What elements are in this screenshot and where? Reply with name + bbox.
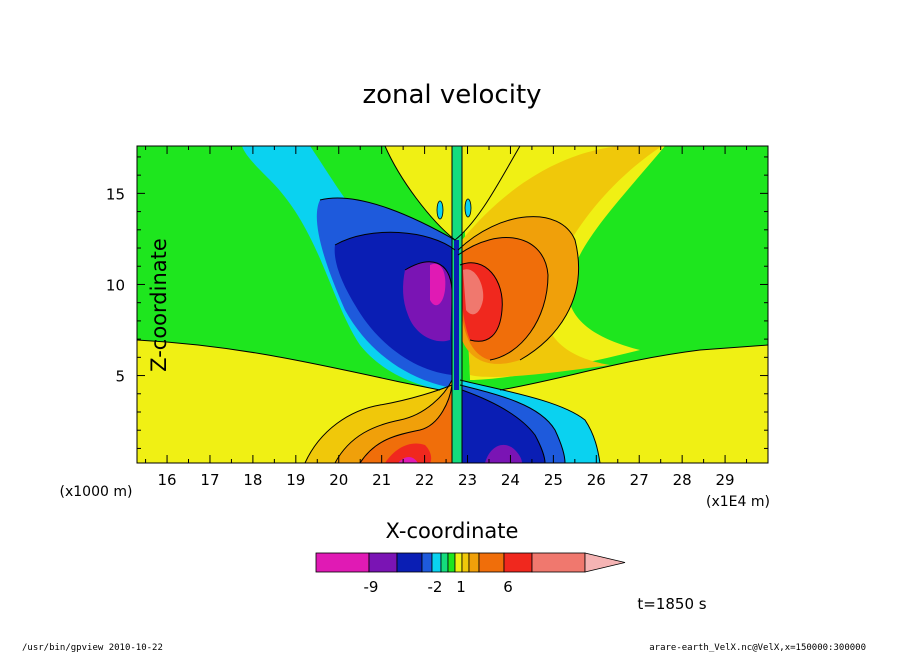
x-tick-label: 21: [372, 471, 391, 489]
x-tick-label: 19: [286, 471, 305, 489]
colorbar-tick-label: -9: [364, 578, 379, 596]
footer-left: /usr/bin/gpview 2010-10-22: [22, 643, 163, 653]
colorbar-swatch: [531, 552, 586, 573]
colorbar-tick-label: -2: [428, 578, 443, 596]
plot-frame: [136, 145, 769, 464]
x-axis-title: X-coordinate: [386, 519, 519, 543]
colorbar-swatch: [396, 552, 423, 573]
small-cyan-cell-left: [436, 200, 444, 220]
colorbar-swatch: [440, 552, 449, 573]
x-tick-label: 18: [243, 471, 262, 489]
colorbar-swatch: [478, 552, 505, 573]
colorbar-swatch: [468, 552, 480, 573]
colorbar-swatch: [368, 552, 398, 573]
colorbar-tick-label: 6: [503, 578, 513, 596]
lower-left-dark-orange: [360, 385, 452, 463]
x-tick-label: 23: [458, 471, 477, 489]
colorbar-swatch: [447, 552, 456, 573]
colorbar: [315, 552, 626, 573]
colorbar-swatch: [421, 552, 433, 573]
x-tick-label: 27: [630, 471, 649, 489]
colorbar-tick-label: 1: [456, 578, 466, 596]
colorbar-swatch: [503, 552, 533, 573]
y-axis-ticks: 5 10 15: [106, 156, 768, 449]
x-axis-unit: (x1E4 m): [706, 494, 770, 510]
y-tick-label: 15: [106, 185, 125, 203]
x-tick-label: 25: [544, 471, 563, 489]
colorbar-swatch: [315, 552, 370, 573]
x-tick-label: 28: [673, 471, 692, 489]
x-tick-label: 16: [158, 471, 177, 489]
x-axis-ticks: 16 17 18 19 20 21 22 23 24 25 26 27 28 29: [145, 146, 748, 489]
y-tick-label: 10: [106, 276, 125, 294]
lower-left-red-core: [385, 443, 432, 463]
small-cyan-cell-right: [464, 198, 472, 218]
contour-field: [137, 146, 768, 463]
contour-lines: [137, 146, 768, 463]
central-column-core: [454, 240, 459, 390]
pink-core: [463, 269, 484, 315]
lower-right-purple-core: [485, 444, 522, 463]
colorbar-extend-arrow: [584, 552, 626, 573]
y-tick-label: 5: [115, 368, 125, 386]
y-axis-title: Z-coordinate: [147, 238, 171, 372]
x-tick-label: 22: [415, 471, 434, 489]
colorbar-swatch: [461, 552, 470, 573]
magenta-core: [430, 263, 446, 306]
time-label: t=1850 s: [637, 595, 706, 613]
chart-title: zonal velocity: [362, 80, 541, 110]
colorbar-tick-labels: -9 -2 1 6: [364, 578, 513, 596]
lower-right-navy-lobe: [462, 390, 545, 463]
y-axis-unit: (x1000 m): [60, 484, 133, 500]
colorbar-swatch: [454, 552, 463, 573]
colorbar-swatch: [431, 552, 442, 573]
x-tick-label: 24: [501, 471, 520, 489]
x-tick-label: 29: [716, 471, 735, 489]
x-tick-label: 26: [587, 471, 606, 489]
x-tick-label: 17: [200, 471, 219, 489]
footer-right: arare-earth_VelX.nc@VelX,x=150000:300000: [649, 643, 866, 653]
x-tick-label: 20: [329, 471, 348, 489]
